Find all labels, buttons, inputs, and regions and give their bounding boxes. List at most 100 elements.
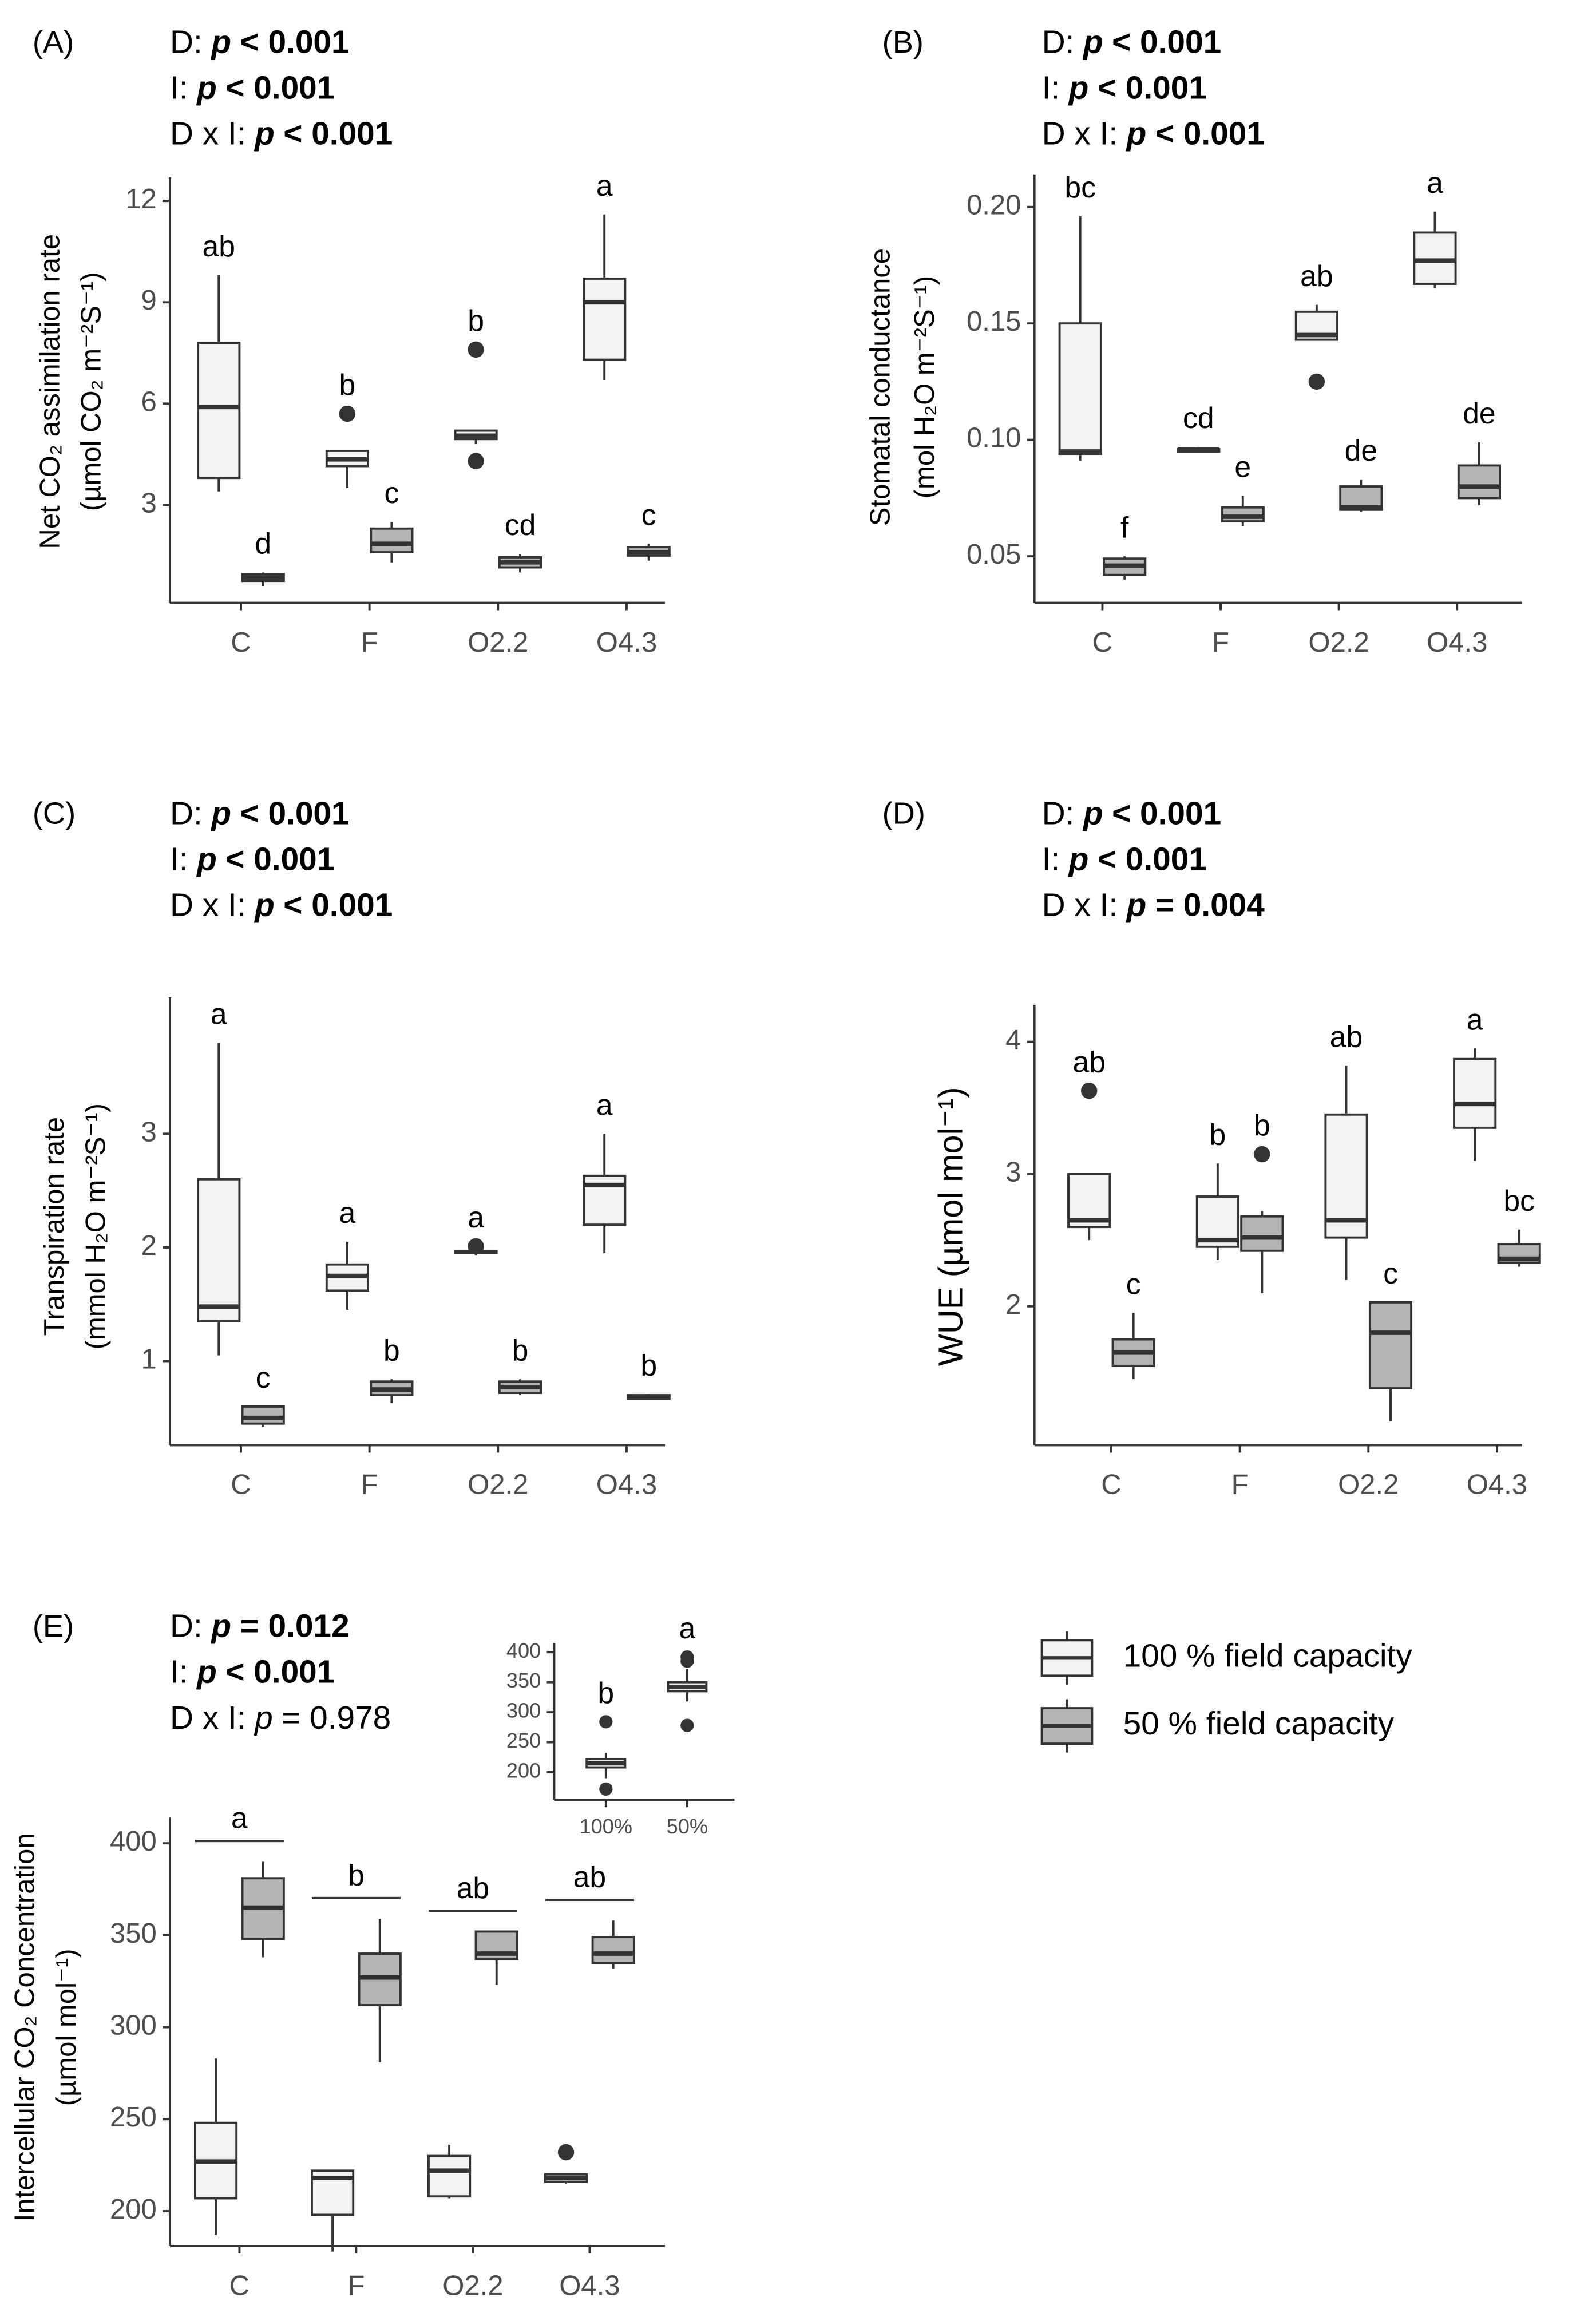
x-tick-label: 100% — [580, 1815, 632, 1838]
outlier — [1308, 373, 1325, 390]
box — [1221, 506, 1265, 523]
y-axis-label: (mmol H₂O m⁻²S⁻¹) — [80, 1103, 111, 1349]
group-letter: de — [1345, 434, 1377, 467]
outlier — [680, 1718, 694, 1732]
y-tick-label: 0.10 — [967, 423, 1021, 454]
stat-symbol: p — [254, 888, 275, 924]
stat-factor: D x I: — [170, 888, 246, 924]
group-letter: a — [468, 1201, 484, 1234]
box — [241, 1405, 285, 1425]
group-letter: cd — [505, 508, 536, 541]
stat-result: < 0.001 — [225, 841, 335, 877]
stat-result: < 0.001 — [283, 888, 393, 924]
box — [583, 278, 627, 361]
group-letter: a — [596, 169, 613, 202]
group-letter: c — [1383, 1257, 1398, 1290]
y-tick-label: 350 — [506, 1669, 541, 1692]
stat-line: D x I: p = 0.978 — [170, 1700, 391, 1736]
stat-symbol: p — [196, 841, 217, 877]
stat-symbol: p — [210, 24, 231, 60]
box — [370, 527, 414, 553]
y-tick-label: 300 — [506, 1699, 541, 1722]
stat-line: D: p < 0.001 — [170, 795, 350, 831]
stat-symbol: p — [254, 116, 275, 152]
stat-result: < 0.001 — [1098, 841, 1207, 877]
stat-result: < 0.001 — [1112, 795, 1221, 831]
stat-line: D x I: p < 0.001 — [170, 888, 393, 924]
y-tick-label: 0.20 — [967, 190, 1021, 221]
group-letter: b — [339, 368, 356, 401]
group-letter: a — [231, 1801, 248, 1835]
group-letter: c — [1126, 1268, 1141, 1301]
stat-result: < 0.001 — [1112, 24, 1221, 60]
y-tick-label: 3 — [141, 1116, 157, 1147]
stat-factor: D: — [170, 24, 203, 60]
y-tick-label: 400 — [110, 1826, 157, 1857]
outlier — [599, 1715, 613, 1729]
panel-label: (D) — [882, 797, 925, 831]
x-tick-label: C — [1101, 1470, 1121, 1500]
group-letter: ab — [1300, 259, 1333, 292]
stat-symbol: p — [254, 1700, 273, 1736]
group-letter: a — [211, 997, 227, 1031]
stat-symbol: p — [210, 795, 231, 831]
outlier — [599, 1782, 613, 1796]
stat-factor: D: — [170, 795, 203, 831]
outlier — [339, 405, 356, 422]
stat-factor: I: — [1042, 70, 1060, 106]
x-tick-label: 50% — [667, 1815, 708, 1838]
x-tick-label: F — [1212, 627, 1229, 658]
group-letter: a — [679, 1611, 695, 1645]
y-axis-label: Intercellular CO₂ Concentration — [10, 1833, 41, 2221]
y-tick-label: 9 — [141, 285, 157, 316]
group-letter: ab — [457, 1871, 489, 1904]
panel-label: (C) — [33, 797, 76, 831]
box — [1453, 1057, 1497, 1129]
box — [427, 2154, 472, 2198]
x-tick-label: O4.3 — [1467, 1470, 1527, 1500]
x-tick-label: F — [1231, 1470, 1249, 1500]
group-letter: b — [640, 1348, 657, 1381]
stat-factor: D x I: — [1042, 888, 1118, 924]
stat-symbol: p — [1068, 70, 1089, 106]
stat-result: < 0.001 — [240, 24, 350, 60]
stat-line: D: p < 0.001 — [170, 24, 350, 60]
y-tick-label: 2 — [1005, 1289, 1021, 1320]
stat-factor: I: — [170, 70, 188, 106]
group-letter: cd — [1183, 401, 1214, 434]
stat-symbol: p — [196, 1654, 217, 1690]
y-axis-label: Transpiration rate — [39, 1117, 70, 1336]
y-axis-label: Stomatal conductance — [865, 248, 896, 526]
stat-line: D: p < 0.001 — [1042, 795, 1222, 831]
group-letter: a — [1427, 166, 1443, 199]
box — [1240, 1215, 1284, 1252]
stat-factor: I: — [1042, 841, 1060, 877]
stat-line: I: p < 0.001 — [170, 841, 335, 877]
group-letter: f — [1120, 510, 1129, 544]
box — [1058, 322, 1102, 456]
box — [1324, 1113, 1368, 1239]
y-tick-label: 250 — [110, 2102, 157, 2133]
y-tick-label: 0.15 — [967, 306, 1021, 337]
x-tick-label: O4.3 — [1427, 627, 1487, 658]
x-tick-label: O2.2 — [468, 627, 528, 658]
panel: 200 250 300 350 400 100% 50% b a — [506, 1611, 735, 1838]
y-tick-label: 1 — [141, 1344, 157, 1375]
stat-symbol: p — [210, 1609, 231, 1645]
stat-symbol: p — [196, 70, 217, 106]
stat-factor: I: — [170, 841, 188, 877]
group-letter: b — [348, 1858, 365, 1891]
stat-factor: D x I: — [1042, 116, 1118, 152]
outlier — [680, 1650, 694, 1664]
group-letter: b — [512, 1333, 529, 1367]
box — [197, 1178, 241, 1322]
stat-result: = 0.004 — [1155, 888, 1265, 924]
box — [197, 342, 241, 480]
y-tick-label: 200 — [506, 1759, 541, 1783]
legend-label: 50 % field capacity — [1123, 1706, 1395, 1742]
stat-line: I: p < 0.001 — [170, 70, 335, 106]
legend: 100 % field capacity 50 % field capacity — [1040, 1631, 1412, 1753]
stat-factor: D: — [1042, 24, 1075, 60]
group-letter: a — [339, 1196, 356, 1229]
